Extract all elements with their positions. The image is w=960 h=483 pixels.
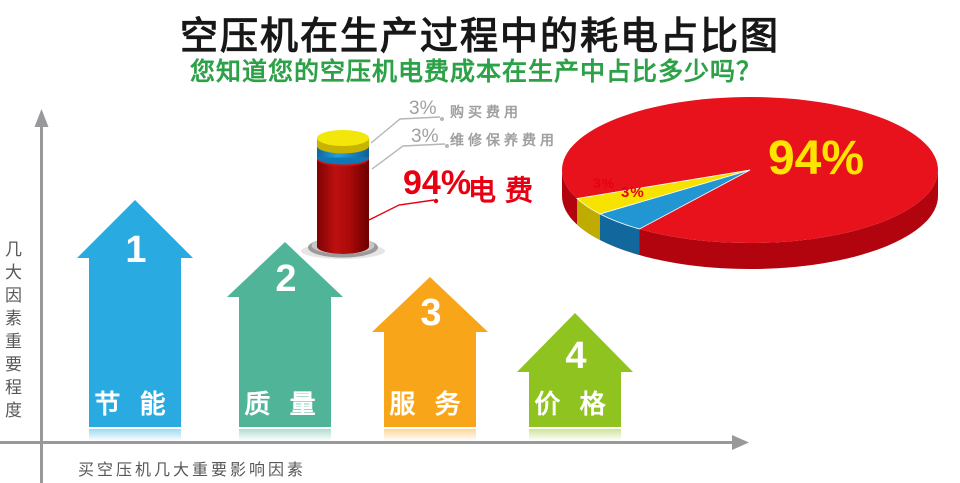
pie-side-electricity [562, 170, 938, 269]
factor-rank: 4 [565, 335, 586, 377]
arrow-reflection [384, 429, 476, 441]
factor-label: 节 能 [94, 389, 171, 419]
x-axis [0, 435, 749, 450]
cost-cylinder [301, 130, 385, 259]
electricity-percent: 94% [403, 164, 472, 202]
factor-arrow-price: 4 价 格 [517, 313, 633, 427]
maintenance-percent: 3% [411, 126, 439, 147]
x-axis-arrowhead-icon [732, 435, 749, 450]
arrow-reflection [529, 429, 621, 441]
arrow-reflection [89, 429, 181, 441]
factor-label: 服 务 [389, 389, 466, 419]
maintenance-label: 维修保养费用 [450, 132, 558, 148]
pie-slice-maintenance [598, 169, 751, 230]
factor-arrow-energy-saving: 1 节 能 [77, 200, 193, 427]
callout-line-maintenance [371, 143, 449, 170]
factor-label: 质 量 [244, 389, 321, 419]
pie-side-maintenance [600, 214, 640, 255]
pie-big-percent: 94% [767, 132, 865, 185]
callout-line-electricity [368, 198, 439, 221]
y-axis-title: 几大因素重要程度 [2, 240, 21, 424]
pie-side-purchase [577, 198, 600, 240]
callout-line-purchase [370, 116, 444, 144]
factor-arrow-quality: 2 质 量 [227, 242, 343, 427]
cylinder-segment-purchase [317, 130, 369, 154]
factor-rank: 2 [275, 258, 296, 300]
cylinder-segment-electricity [317, 151, 369, 254]
page-title: 空压机在生产过程中的耗电占比图 [179, 16, 780, 58]
purchase-percent: 3% [409, 98, 437, 119]
y-axis-arrowhead-icon [34, 109, 49, 127]
arrow-reflection [239, 429, 331, 441]
x-axis-title: 买空压机几大重要影响因素 [78, 462, 307, 479]
factor-label: 价 格 [534, 389, 611, 419]
electricity-label: 电费 [468, 175, 543, 206]
factor-rank: 3 [420, 292, 441, 334]
purchase-label: 购买费用 [450, 104, 522, 120]
pie-purchase-percent: 3% [593, 175, 616, 191]
cost-pie [562, 97, 938, 269]
cylinder-top-cap [317, 130, 369, 146]
y-axis [34, 109, 49, 483]
factor-arrow-service: 3 服 务 [372, 277, 488, 427]
pie-maintenance-percent: 3% [621, 184, 645, 201]
page-subtitle: 您知道您的空压机电费成本在生产中占比多少吗？ [189, 58, 762, 86]
factor-rank: 1 [125, 229, 146, 271]
